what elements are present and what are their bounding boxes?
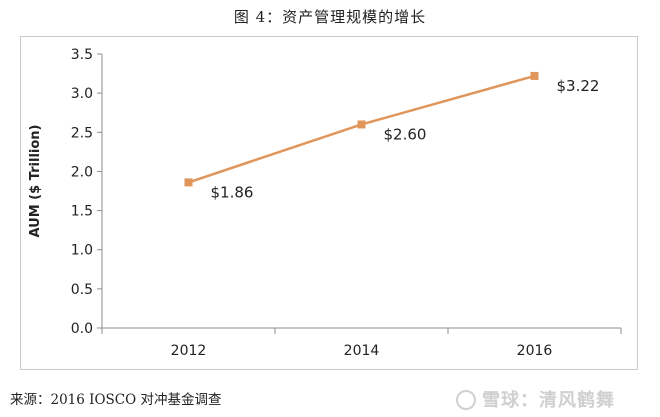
watermark-text: 雪球：清风鹤舞 [482, 390, 615, 411]
line-chart: 0.0 0.5 1.0 1.5 2.0 2.5 3.0 3.5 2012 2014 2016 AUM … [28, 47, 622, 359]
data-point [184, 178, 193, 187]
y-tick-label: 3.0 [71, 86, 93, 102]
y-tick-label: 0.0 [71, 321, 93, 337]
snowball-logo-icon [456, 390, 476, 410]
chart-frame: 0.0 0.5 1.0 1.5 2.0 2.5 3.0 3.5 2012 2014 2016 AUM … [20, 36, 638, 370]
y-tick-label: 0.5 [71, 282, 93, 298]
y-tick-label: 1.5 [71, 204, 93, 220]
chart-title: 图 4：资产管理规模的增长 [233, 8, 427, 26]
data-label: $1.86 [211, 183, 254, 201]
series-line [188, 74, 535, 184]
x-tick-label: 2016 [517, 343, 553, 359]
watermark: 雪球：清风鹤舞 [456, 386, 615, 412]
x-tick-label: 2012 [171, 343, 207, 359]
data-point [357, 120, 366, 129]
y-tick-label: 3.5 [71, 47, 93, 63]
y-axis-title: AUM ($ Trillion) [28, 125, 43, 238]
data-label: $3.22 [557, 77, 600, 95]
y-tick-label: 1.0 [71, 243, 93, 259]
x-tick-label: 2014 [344, 343, 380, 359]
y-tick-label: 2.5 [71, 125, 93, 141]
y-tick-label: 2.0 [71, 164, 93, 180]
data-point [530, 71, 539, 80]
source-note: 来源：2016 IOSCO 对冲基金调查 [10, 392, 222, 408]
data-label: $2.60 [384, 125, 427, 143]
